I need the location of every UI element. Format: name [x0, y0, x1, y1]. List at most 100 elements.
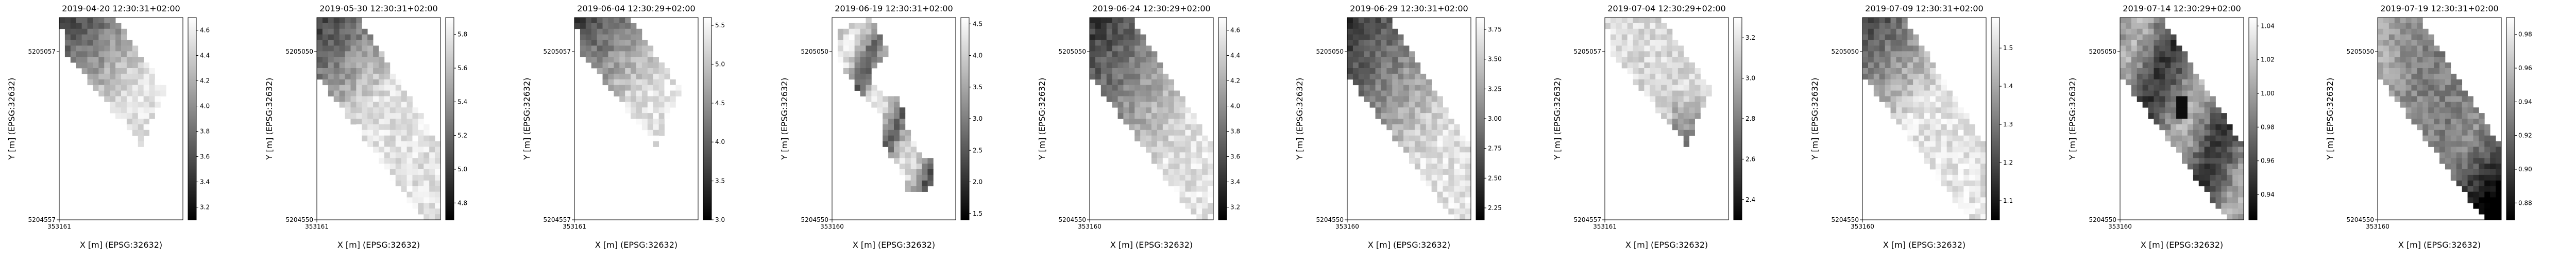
heatmap-cell: [81, 34, 88, 40]
heatmap-cell: [1157, 68, 1163, 74]
heatmap-cell: [322, 18, 329, 24]
heatmap-cell: [1185, 107, 1191, 114]
colorbar-tick-label: 5.2: [457, 132, 467, 139]
heatmap-cell: [423, 186, 430, 192]
heatmap-cell: [2383, 62, 2389, 69]
heatmap-cell: [373, 51, 379, 57]
heatmap-cell: [1375, 57, 1381, 63]
heatmap-cell: [2400, 18, 2406, 24]
heatmap-cell: [1185, 135, 1191, 141]
heatmap-cell: [860, 85, 866, 91]
heatmap-cell: [1969, 164, 1975, 170]
heatmap-cell: [1431, 96, 1437, 102]
y-axis-label: Y [m] (EPSG:32632): [779, 77, 789, 160]
heatmap-cell: [2479, 135, 2485, 141]
heatmap-cell: [1358, 40, 1365, 46]
heatmap-cell: [104, 62, 110, 69]
heatmap-cell: [2171, 45, 2177, 52]
heatmap-cell: [2378, 18, 2384, 24]
heatmap-cell: [849, 62, 855, 69]
heatmap-cell: [350, 85, 357, 91]
heatmap-cell: [322, 28, 329, 35]
heatmap-cell: [1868, 62, 1874, 69]
heatmap-cell: [1677, 130, 1684, 136]
heatmap-cell: [905, 147, 911, 153]
heatmap-cell: [1913, 124, 1919, 131]
heatmap-cell: [2232, 169, 2239, 175]
heatmap-cell: [2154, 102, 2160, 108]
heatmap-cell: [1352, 62, 1359, 69]
heatmap-cell: [367, 62, 374, 69]
heatmap-cell: [866, 18, 872, 24]
heatmap-cell: [406, 152, 413, 158]
heatmap-cell: [2445, 124, 2451, 131]
y-axis-label: Y [m] (EPSG:32632): [2067, 77, 2077, 160]
heatmap-cell: [76, 45, 82, 52]
heatmap-cell: [597, 28, 603, 35]
heatmap-cell: [2473, 119, 2479, 125]
heatmap-cell: [2479, 186, 2485, 192]
heatmap-cell: [1946, 124, 1953, 131]
heatmap-cell: [1454, 135, 1460, 141]
heatmap-cell: [843, 51, 850, 57]
heatmap-cell: [1095, 18, 1101, 24]
colorbar-tick-label: 2.4: [1745, 196, 1755, 203]
heatmap-cell: [2159, 68, 2165, 74]
heatmap-cell: [1661, 51, 1667, 57]
heatmap-cell: [580, 28, 586, 35]
heatmap-cell: [350, 96, 357, 102]
heatmap-cell: [2383, 57, 2389, 63]
heatmap-cell: [350, 119, 357, 125]
heatmap-cell: [837, 45, 844, 52]
heatmap-cell: [1375, 18, 1381, 24]
heatmap-cell: [641, 90, 648, 96]
heatmap-cell: [379, 152, 385, 158]
heatmap-cell: [70, 57, 77, 63]
heatmap-cell: [2467, 102, 2473, 108]
heatmap-cell: [1185, 124, 1191, 131]
heatmap-cell: [339, 90, 345, 96]
heatmap-cell: [412, 107, 418, 114]
heatmap-cell: [2165, 62, 2171, 69]
heatmap-cell: [1963, 203, 1970, 209]
heatmap-cell: [1381, 90, 1387, 96]
heatmap-cell: [367, 85, 374, 91]
heatmap-cell: [614, 23, 620, 29]
heatmap-cell: [1369, 62, 1376, 69]
heatmap-cell: [1616, 23, 1622, 29]
heatmap-cell: [2154, 23, 2160, 29]
heatmap-cell: [1661, 90, 1667, 96]
heatmap-cell: [1890, 96, 1896, 102]
heatmap-cell: [2405, 107, 2412, 114]
heatmap-cell: [1398, 113, 1404, 119]
heatmap-cell: [1420, 79, 1427, 86]
heatmap-cell: [1437, 124, 1443, 131]
heatmap-cell: [1952, 124, 1958, 131]
heatmap-cell: [625, 102, 631, 108]
heatmap-cell: [423, 152, 430, 158]
heatmap-cell: [2182, 90, 2188, 96]
chart-panel: 2019-07-04 12:30:29+02:00520505752045573…: [1552, 4, 1755, 250]
heatmap-cell: [2439, 130, 2446, 136]
heatmap-cell: [636, 28, 642, 35]
heatmap-cell: [93, 62, 99, 69]
heatmap-cell: [1650, 73, 1656, 80]
heatmap-cell: [1414, 135, 1421, 141]
heatmap-cell: [1202, 180, 1208, 187]
heatmap-cell: [1196, 130, 1202, 136]
chart-panel: 2019-07-14 12:30:29+02:00520505052045503…: [2067, 4, 2275, 250]
heatmap-cell: [345, 18, 351, 24]
heatmap-cell: [418, 203, 424, 209]
heatmap-cell: [1644, 68, 1650, 74]
heatmap-cell: [2210, 174, 2216, 181]
heatmap-cell: [1162, 158, 1169, 164]
heatmap-cell: [871, 85, 877, 91]
heatmap-cell: [2137, 68, 2143, 74]
heatmap-cell: [1151, 124, 1158, 131]
heatmap-cell: [1398, 102, 1404, 108]
heatmap-cell: [2120, 23, 2126, 29]
heatmap-cell: [87, 68, 93, 74]
heatmap-cell: [2198, 130, 2205, 136]
heatmap-cell: [126, 124, 133, 131]
heatmap-cell: [2411, 96, 2417, 102]
